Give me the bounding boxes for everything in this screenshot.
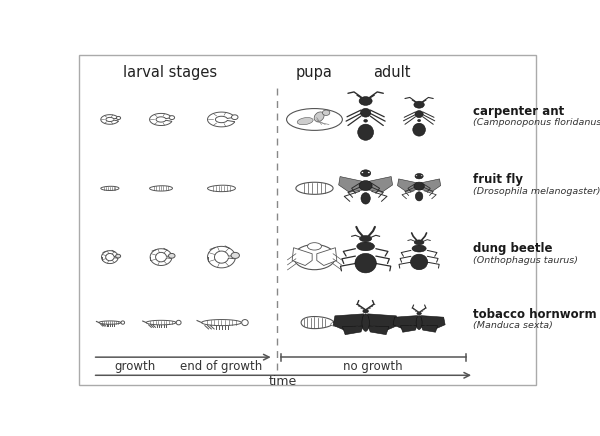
Polygon shape — [149, 186, 172, 191]
Ellipse shape — [363, 310, 368, 313]
Polygon shape — [202, 320, 241, 326]
Polygon shape — [367, 177, 392, 192]
Ellipse shape — [293, 245, 335, 270]
Ellipse shape — [359, 235, 371, 242]
Polygon shape — [150, 249, 172, 266]
Ellipse shape — [116, 116, 121, 119]
Ellipse shape — [364, 119, 367, 122]
Ellipse shape — [362, 314, 370, 331]
Ellipse shape — [415, 192, 423, 201]
Polygon shape — [421, 179, 440, 191]
Polygon shape — [301, 317, 334, 329]
Ellipse shape — [169, 116, 175, 119]
Polygon shape — [101, 251, 118, 263]
Text: no growth: no growth — [343, 360, 403, 373]
Ellipse shape — [416, 175, 418, 176]
Polygon shape — [292, 248, 312, 266]
Ellipse shape — [414, 101, 424, 108]
Ellipse shape — [242, 320, 248, 326]
Ellipse shape — [412, 245, 426, 252]
Ellipse shape — [121, 321, 125, 324]
Polygon shape — [101, 115, 118, 124]
Ellipse shape — [297, 118, 313, 125]
Text: dung beetle: dung beetle — [473, 242, 552, 255]
Ellipse shape — [414, 240, 424, 245]
Text: carpenter ant: carpenter ant — [473, 105, 564, 118]
Ellipse shape — [410, 254, 428, 270]
Polygon shape — [367, 314, 398, 331]
Ellipse shape — [359, 97, 372, 106]
Ellipse shape — [417, 312, 421, 315]
Polygon shape — [99, 321, 121, 324]
Ellipse shape — [361, 170, 371, 177]
Ellipse shape — [331, 322, 340, 326]
Polygon shape — [421, 325, 438, 332]
Text: (Manduca sexta): (Manduca sexta) — [473, 321, 553, 330]
Text: adult: adult — [373, 65, 411, 80]
Text: (Drosophila melanogaster): (Drosophila melanogaster) — [473, 187, 600, 196]
Text: (Onthophagus taurus): (Onthophagus taurus) — [473, 256, 578, 265]
Ellipse shape — [232, 115, 238, 119]
Ellipse shape — [413, 123, 425, 136]
Text: end of growth: end of growth — [181, 360, 263, 373]
Ellipse shape — [358, 124, 374, 140]
Ellipse shape — [361, 172, 364, 174]
Polygon shape — [401, 325, 417, 332]
Polygon shape — [296, 182, 333, 194]
Text: time: time — [269, 375, 298, 388]
Ellipse shape — [361, 193, 370, 204]
Ellipse shape — [415, 174, 423, 179]
Polygon shape — [146, 320, 176, 325]
Ellipse shape — [368, 172, 370, 174]
Polygon shape — [343, 326, 364, 335]
Polygon shape — [368, 326, 389, 335]
Ellipse shape — [414, 182, 424, 190]
Ellipse shape — [322, 110, 330, 116]
Ellipse shape — [176, 320, 181, 325]
Polygon shape — [208, 246, 235, 268]
Ellipse shape — [418, 119, 421, 122]
Text: growth: growth — [115, 360, 156, 373]
Ellipse shape — [415, 111, 423, 118]
Polygon shape — [101, 186, 119, 191]
Ellipse shape — [308, 243, 322, 250]
Polygon shape — [333, 314, 364, 331]
Ellipse shape — [314, 112, 324, 122]
Text: pupa: pupa — [296, 65, 333, 80]
Ellipse shape — [416, 316, 422, 330]
Ellipse shape — [116, 254, 121, 258]
Ellipse shape — [355, 253, 376, 273]
Text: tobacco hornworm: tobacco hornworm — [473, 308, 596, 321]
Ellipse shape — [361, 109, 371, 117]
Polygon shape — [208, 112, 235, 127]
Ellipse shape — [421, 175, 422, 176]
Polygon shape — [149, 113, 172, 126]
Polygon shape — [208, 185, 235, 192]
Ellipse shape — [357, 242, 374, 251]
Polygon shape — [338, 177, 364, 192]
Text: larval stages: larval stages — [123, 65, 217, 80]
Polygon shape — [317, 248, 337, 266]
Ellipse shape — [231, 252, 239, 259]
Polygon shape — [393, 316, 418, 330]
Text: (Camponoponus floridanus): (Camponoponus floridanus) — [473, 118, 600, 127]
Ellipse shape — [169, 253, 175, 258]
Polygon shape — [421, 316, 445, 330]
Ellipse shape — [287, 109, 343, 130]
Polygon shape — [398, 179, 418, 191]
Text: fruit fly: fruit fly — [473, 174, 523, 187]
Ellipse shape — [359, 181, 372, 191]
